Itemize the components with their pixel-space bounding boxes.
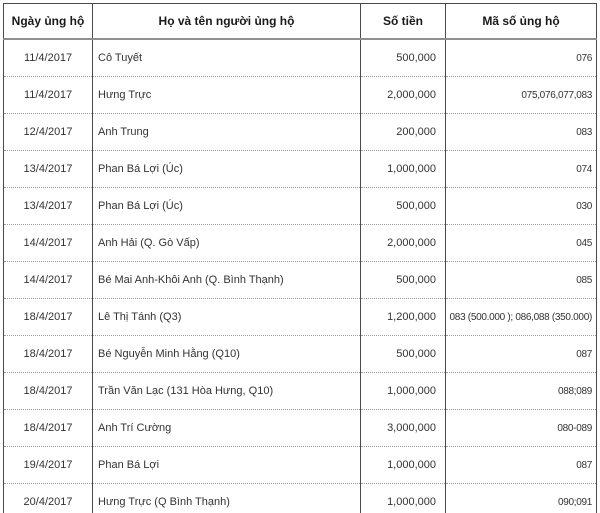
cell-name: Phan Bá Lợi (Úc) xyxy=(92,150,361,188)
cell-name: Hưng Trực (Q Bình Thạnh) xyxy=(92,483,361,513)
cell-amount: 200,000 xyxy=(360,113,446,151)
donation-table: Ngày ủng hộ Họ và tên người ủng hộ Số ti… xyxy=(3,3,597,513)
cell-name: Phan Bá Lợi xyxy=(92,446,361,484)
cell-date: 11/4/2017 xyxy=(3,76,93,114)
cell-amount: 500,000 xyxy=(360,39,446,77)
col-header-date: Ngày ủng hộ xyxy=(3,3,93,40)
table-row: 14/4/2017 Anh Hải (Q. Gò Vấp) 2,000,000 045 xyxy=(3,224,597,262)
table-row: 18/4/2017 Lê Thị Tánh (Q3) 1,200,000 083 (5… xyxy=(3,298,597,336)
cell-code: 088;089 xyxy=(445,372,597,410)
cell-code: 087 xyxy=(445,335,597,373)
cell-name: Bé Nguyễn Minh Hằng (Q10) xyxy=(92,335,361,373)
cell-name: Anh Hải (Q. Gò Vấp) xyxy=(92,224,361,262)
cell-date: 18/4/2017 xyxy=(3,335,93,373)
cell-code: 083 (500.000 ); 086,088 (350.000) xyxy=(445,298,597,336)
table-row: 19/4/2017 Phan Bá Lợi 1,000,000 087 xyxy=(3,446,597,484)
cell-code: 090;091 xyxy=(445,483,597,513)
cell-date: 14/4/2017 xyxy=(3,224,93,262)
table-row: 11/4/2017 Cô Tuyết 500,000 076 xyxy=(3,39,597,77)
cell-date: 13/4/2017 xyxy=(3,187,93,225)
cell-code: 085 xyxy=(445,261,597,299)
cell-code: 076 xyxy=(445,39,597,77)
cell-amount: 1,200,000 xyxy=(360,298,446,336)
cell-date: 18/4/2017 xyxy=(3,298,93,336)
cell-date: 13/4/2017 xyxy=(3,150,93,188)
cell-code: 045 xyxy=(445,224,597,262)
cell-date: 12/4/2017 xyxy=(3,113,93,151)
cell-amount: 1,000,000 xyxy=(360,483,446,513)
cell-name: Trần Văn Lạc (131 Hòa Hưng, Q10) xyxy=(92,372,361,410)
cell-amount: 2,000,000 xyxy=(360,76,446,114)
cell-amount: 2,000,000 xyxy=(360,224,446,262)
cell-code: 087 xyxy=(445,446,597,484)
table-body: 11/4/2017 Cô Tuyết 500,000 076 11/4/2017 Hưng… xyxy=(3,39,597,513)
cell-name: Cô Tuyết xyxy=(92,39,361,77)
cell-amount: 1,000,000 xyxy=(360,446,446,484)
table-row: 13/4/2017 Phan Bá Lợi (Úc) 1,000,000 074 xyxy=(3,150,597,188)
cell-code: 030 xyxy=(445,187,597,225)
table-row: 11/4/2017 Hưng Trực 2,000,000 075,076,077,0… xyxy=(3,76,597,114)
header-row: Ngày ủng hộ Họ và tên người ủng hộ Số ti… xyxy=(3,3,597,40)
col-header-code: Mã số ủng hộ xyxy=(445,3,597,40)
cell-amount: 500,000 xyxy=(360,187,446,225)
cell-date: 20/4/2017 xyxy=(3,483,93,513)
cell-name: Anh Trung xyxy=(92,113,361,151)
cell-name: Anh Trí Cường xyxy=(92,409,361,447)
cell-amount: 500,000 xyxy=(360,335,446,373)
cell-name: Bé Mai Anh-Khôi Anh (Q. Bình Thạnh) xyxy=(92,261,361,299)
col-header-name: Họ và tên người ủng hộ xyxy=(92,3,361,40)
cell-amount: 3,000,000 xyxy=(360,409,446,447)
cell-name: Phan Bá Lợi (Úc) xyxy=(92,187,361,225)
col-header-amount: Số tiền xyxy=(360,3,446,40)
table-row: 20/4/2017 Hưng Trực (Q Bình Thạnh) 1,000,0… xyxy=(3,483,597,513)
cell-amount: 1,000,000 xyxy=(360,372,446,410)
table-row: 18/4/2017 Anh Trí Cường 3,000,000 080-089 xyxy=(3,409,597,447)
cell-code: 080-089 xyxy=(445,409,597,447)
table-row: 14/4/2017 Bé Mai Anh-Khôi Anh (Q. Bình Th… xyxy=(3,261,597,299)
cell-date: 14/4/2017 xyxy=(3,261,93,299)
table-row: 12/4/2017 Anh Trung 200,000 083 xyxy=(3,113,597,151)
cell-amount: 1,000,000 xyxy=(360,150,446,188)
table-row: 13/4/2017 Phan Bá Lợi (Úc) 500,000 030 xyxy=(3,187,597,225)
cell-code: 075,076,077,083 xyxy=(445,76,597,114)
cell-date: 11/4/2017 xyxy=(3,39,93,77)
cell-name: Lê Thị Tánh (Q3) xyxy=(92,298,361,336)
table-row: 18/4/2017 Trần Văn Lạc (131 Hòa Hưng, Q10… xyxy=(3,372,597,410)
cell-amount: 500,000 xyxy=(360,261,446,299)
cell-code: 083 xyxy=(445,113,597,151)
cell-name: Hưng Trực xyxy=(92,76,361,114)
cell-date: 18/4/2017 xyxy=(3,409,93,447)
cell-date: 19/4/2017 xyxy=(3,446,93,484)
cell-code: 074 xyxy=(445,150,597,188)
table-row: 18/4/2017 Bé Nguyễn Minh Hằng (Q10) 500,00… xyxy=(3,335,597,373)
cell-date: 18/4/2017 xyxy=(3,372,93,410)
